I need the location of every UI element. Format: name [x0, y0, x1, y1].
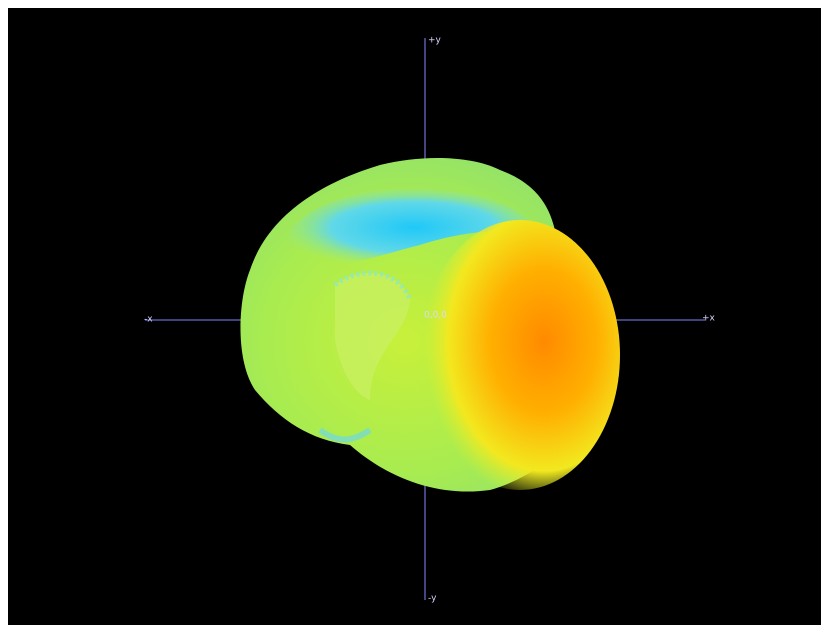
axis-label-bottom: -y	[428, 594, 437, 604]
inner-fold	[335, 273, 410, 400]
lower-fold	[318, 427, 372, 443]
surface	[240, 158, 620, 492]
origin-label: 0,0,0	[424, 311, 447, 321]
scene: +y -y -x +x 0,0,0	[144, 36, 716, 604]
axis-label-top: +y	[428, 36, 442, 46]
axis-label-left: -x	[144, 315, 153, 325]
axis-label-right: +x	[702, 314, 716, 324]
render-viewport: +y -y -x +x 0,0,0	[8, 8, 821, 625]
fold-edge	[333, 270, 413, 301]
warm-lobe	[420, 220, 620, 490]
cool-region	[288, 188, 540, 266]
